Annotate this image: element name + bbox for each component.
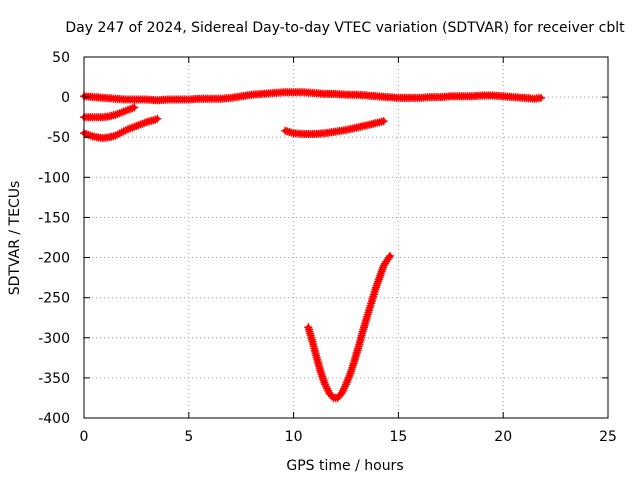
- y-tick-label: -250: [38, 291, 70, 307]
- y-axis-label: SDTVAR / TECUs: [7, 181, 23, 296]
- series-arc-deep: [304, 251, 395, 402]
- x-tick-label: 5: [184, 429, 193, 445]
- data-series: [80, 88, 545, 402]
- data-point-marker: [153, 114, 162, 123]
- y-tick-label: -100: [38, 170, 70, 186]
- x-axis-label: GPS time / hours: [286, 458, 403, 474]
- series-arc-near-zero: [80, 88, 545, 105]
- data-point-marker: [328, 392, 336, 401]
- x-tick-label: 10: [285, 429, 303, 445]
- series-arc-early-b: [80, 114, 162, 142]
- series-arc-midday: [281, 117, 388, 138]
- data-point-marker: [130, 103, 139, 112]
- x-tick-label: 20: [494, 429, 512, 445]
- data-point-marker: [379, 117, 388, 126]
- grid-lines: [84, 57, 608, 418]
- data-point-marker: [536, 93, 545, 102]
- series-arc-early-a: [80, 103, 139, 122]
- y-tick-label: -200: [38, 251, 70, 267]
- y-tick-label: 50: [52, 50, 70, 66]
- y-tick-label: -350: [38, 371, 70, 387]
- x-tick-label: 0: [80, 429, 89, 445]
- data-point-marker: [386, 251, 395, 260]
- y-tick-label: -150: [38, 210, 70, 226]
- x-tick-label: 15: [389, 429, 407, 445]
- y-tick-label: -50: [47, 130, 70, 146]
- chart-title: Day 247 of 2024, Sidereal Day-to-day VTE…: [65, 20, 625, 36]
- plot-frame: [83, 56, 609, 419]
- y-tick-label: -300: [38, 331, 70, 347]
- x-tick-label: 25: [599, 429, 617, 445]
- y-tick-label: 0: [61, 90, 70, 106]
- axis-ticks: 0 5 10 15 20 25 50 0 -50 -100 -150 -200 -250 -300 -350…: [38, 50, 617, 445]
- y-tick-label: -400: [38, 411, 70, 427]
